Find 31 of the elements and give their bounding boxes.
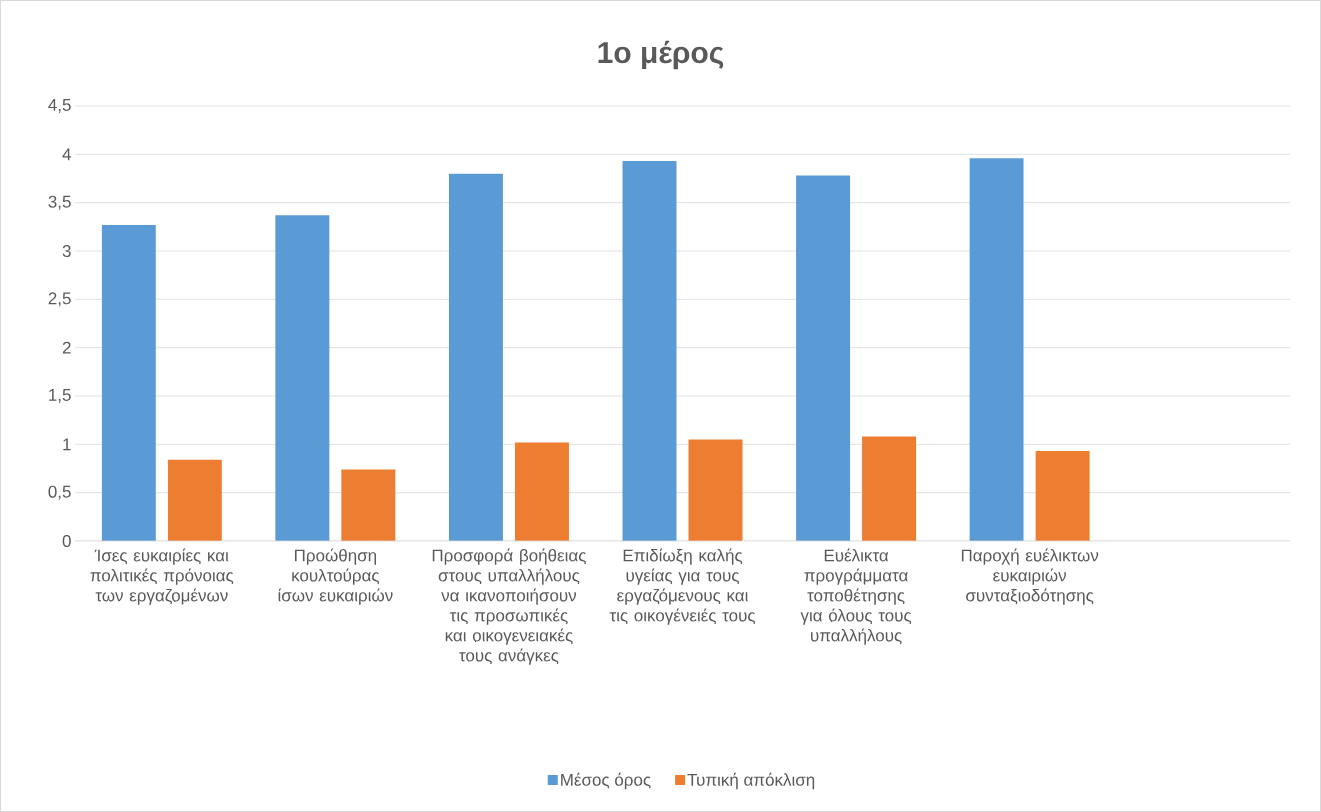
bar (1035, 451, 1090, 541)
bar (167, 459, 222, 541)
bar (514, 442, 569, 541)
y-tick-label: 1 (63, 438, 71, 451)
y-tick-label: 1,5 (49, 389, 71, 403)
chart-title: 1ο μέρος (598, 40, 724, 70)
bar (341, 469, 396, 541)
y-tick-label: 3 (62, 244, 71, 258)
bar (796, 175, 851, 541)
legend-label: Μέσος όρος (561, 772, 651, 790)
bar (688, 439, 743, 541)
y-tick-label: 4,5 (48, 99, 71, 113)
x-tick-label: Παροχή ευέλικτων ευκαιριών συνταξιοδότησης (961, 548, 1099, 605)
x-tick-label: Προώθηση κουλτούρας ίσων ευκαιριών (278, 548, 393, 605)
y-tick-label: 0 (62, 534, 71, 548)
bar (969, 158, 1024, 541)
bar (101, 224, 156, 541)
bar (275, 215, 330, 541)
x-tick-label: Προσφορά βοήθειας στους υπαλλήλους να ικανοποιήσουν τις προσωπικές και οικογενειακές τους ανάγκες (432, 548, 586, 665)
legend-label: Τυπική απόκλιση (687, 772, 815, 790)
x-tick-label: Ευέλικτα προγράμματα τοποθέτησης για όλους τους υπαλλήλους (800, 548, 912, 645)
bar (622, 161, 677, 541)
bar (448, 173, 503, 541)
y-tick-label: 2 (62, 341, 71, 354)
bar (862, 436, 917, 541)
y-tick-label: 4 (62, 148, 71, 161)
x-tick-label: Επιδίωξη καλής υγείας για τους εργαζόμενους και τις οικογένειές τους (609, 548, 756, 625)
y-tick-label: 3,5 (48, 195, 71, 210)
y-tick-label: 0,5 (48, 485, 71, 500)
x-tick-label: Ίσες ευκαιρίες και πολιτικές πρόνοιας των εργαζομένων (90, 548, 234, 605)
y-tick-label: 2,5 (48, 292, 71, 307)
